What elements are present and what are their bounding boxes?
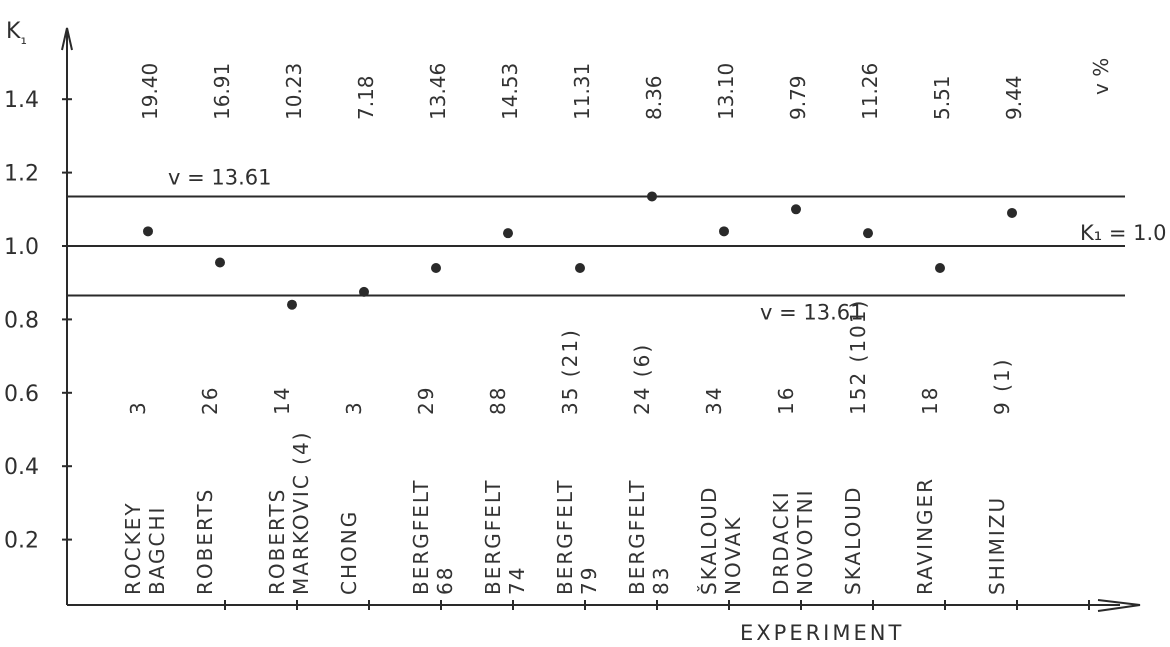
cv-value: 19.40 bbox=[138, 63, 162, 120]
data-point bbox=[287, 299, 297, 310]
sample-count: 152 (101) bbox=[846, 299, 870, 415]
cv-value: 8.36 bbox=[642, 75, 666, 120]
sample-count: 26 bbox=[198, 386, 222, 415]
cv-value: 11.31 bbox=[570, 63, 594, 120]
experiment-name: MARKOVIC (4) bbox=[289, 431, 313, 595]
data-point bbox=[647, 191, 657, 202]
sample-count: 3 bbox=[126, 400, 150, 415]
y-tick-label: 1.0 bbox=[4, 235, 39, 260]
experiment-name: 83 bbox=[649, 566, 673, 595]
experiment-name: ROBERTS bbox=[193, 488, 217, 595]
data-point bbox=[719, 226, 729, 237]
experiment-name: 74 bbox=[505, 566, 529, 595]
cv-value: 7.18 bbox=[354, 75, 378, 120]
cv-header: v % bbox=[1089, 58, 1113, 95]
experiment-name: BERGFELT bbox=[625, 479, 649, 596]
y-tick-label: 0.4 bbox=[4, 455, 39, 480]
sample-count: 24 (6) bbox=[630, 343, 654, 415]
experiment-columns: 19.40 3 ROCKEY BAGCHI 16.91 26 ROBERTS 10.23 14 R… bbox=[121, 63, 1090, 610]
experiment-name: ŠKALOUD bbox=[697, 486, 721, 595]
cv-value: 13.46 bbox=[426, 63, 450, 120]
experiment-name: 79 bbox=[577, 566, 601, 595]
y-tick-label: 1.4 bbox=[4, 88, 39, 113]
reference-line-label: v = 13.61 bbox=[760, 301, 864, 325]
data-point bbox=[215, 257, 225, 268]
experiment-name: SHIMIZU bbox=[985, 496, 1009, 595]
data-point bbox=[575, 263, 585, 274]
cv-value: 9.79 bbox=[786, 75, 810, 120]
data-point bbox=[935, 263, 945, 274]
sample-count: 34 bbox=[702, 386, 726, 415]
cv-value: 13.10 bbox=[714, 63, 738, 120]
y-tick-label: 0.8 bbox=[4, 308, 39, 333]
x-axis-label: EXPERIMENT bbox=[740, 621, 904, 645]
cv-value: 11.26 bbox=[858, 63, 882, 120]
sample-count: 29 bbox=[414, 386, 438, 415]
experiment-name: ROBERTS bbox=[265, 488, 289, 595]
data-point bbox=[503, 228, 513, 239]
y-ticks: 1.4 1.2 1.0 0.8 0.6 0.4 0.2 bbox=[4, 88, 72, 554]
sample-count: 14 bbox=[270, 386, 294, 415]
reference-line-label: v = 13.61 bbox=[168, 165, 272, 189]
data-point bbox=[431, 263, 441, 274]
experiment-name: RAVINGER bbox=[913, 477, 937, 595]
data-point bbox=[863, 228, 873, 239]
experiment-name: CHONG bbox=[337, 510, 361, 595]
sample-count: 3 bbox=[342, 400, 366, 415]
sample-count: 35 (21) bbox=[558, 328, 582, 415]
sample-count: 88 bbox=[486, 386, 510, 415]
experiment-name: NOVOTNI bbox=[793, 489, 817, 596]
experiment-name: DRDACKI bbox=[769, 490, 793, 595]
experiment-name: BERGFELT bbox=[409, 479, 433, 596]
x-axis-arrow bbox=[1097, 599, 1141, 612]
cv-value: 14.53 bbox=[498, 63, 522, 120]
sample-count: 18 bbox=[918, 386, 942, 415]
y-tick-label: 1.2 bbox=[4, 162, 39, 187]
data-points bbox=[143, 191, 1017, 310]
cv-value: 9.44 bbox=[1002, 75, 1026, 120]
experiment-name: BERGFELT bbox=[481, 479, 505, 596]
experiment-name: NOVAK bbox=[721, 515, 745, 595]
cv-value: 10.23 bbox=[282, 63, 306, 120]
reference-lines: v = 13.61 K₁ = 1.0 v = 13.61 bbox=[67, 165, 1167, 325]
y-axis-label: K₁ bbox=[6, 19, 27, 48]
data-point bbox=[791, 204, 801, 215]
experiment-name: ROCKEY bbox=[121, 501, 145, 595]
experiment-name: BERGFELT bbox=[553, 479, 577, 596]
experiment-name: SKALOUD bbox=[841, 486, 865, 595]
y-tick-label: 0.6 bbox=[4, 382, 39, 407]
y-axis-arrow bbox=[61, 27, 73, 51]
data-point bbox=[1007, 207, 1017, 218]
reference-line-label: K₁ = 1.0 bbox=[1080, 221, 1167, 245]
cv-value: 5.51 bbox=[930, 75, 954, 120]
sample-count: 9 (1) bbox=[990, 358, 1014, 415]
y-tick-label: 0.2 bbox=[4, 529, 39, 554]
data-point bbox=[359, 286, 369, 297]
cv-value: 16.91 bbox=[210, 63, 234, 120]
sample-count: 16 bbox=[774, 386, 798, 415]
experiment-name: 68 bbox=[433, 566, 457, 595]
data-point bbox=[143, 226, 153, 237]
experiment-name: BAGCHI bbox=[145, 506, 169, 595]
